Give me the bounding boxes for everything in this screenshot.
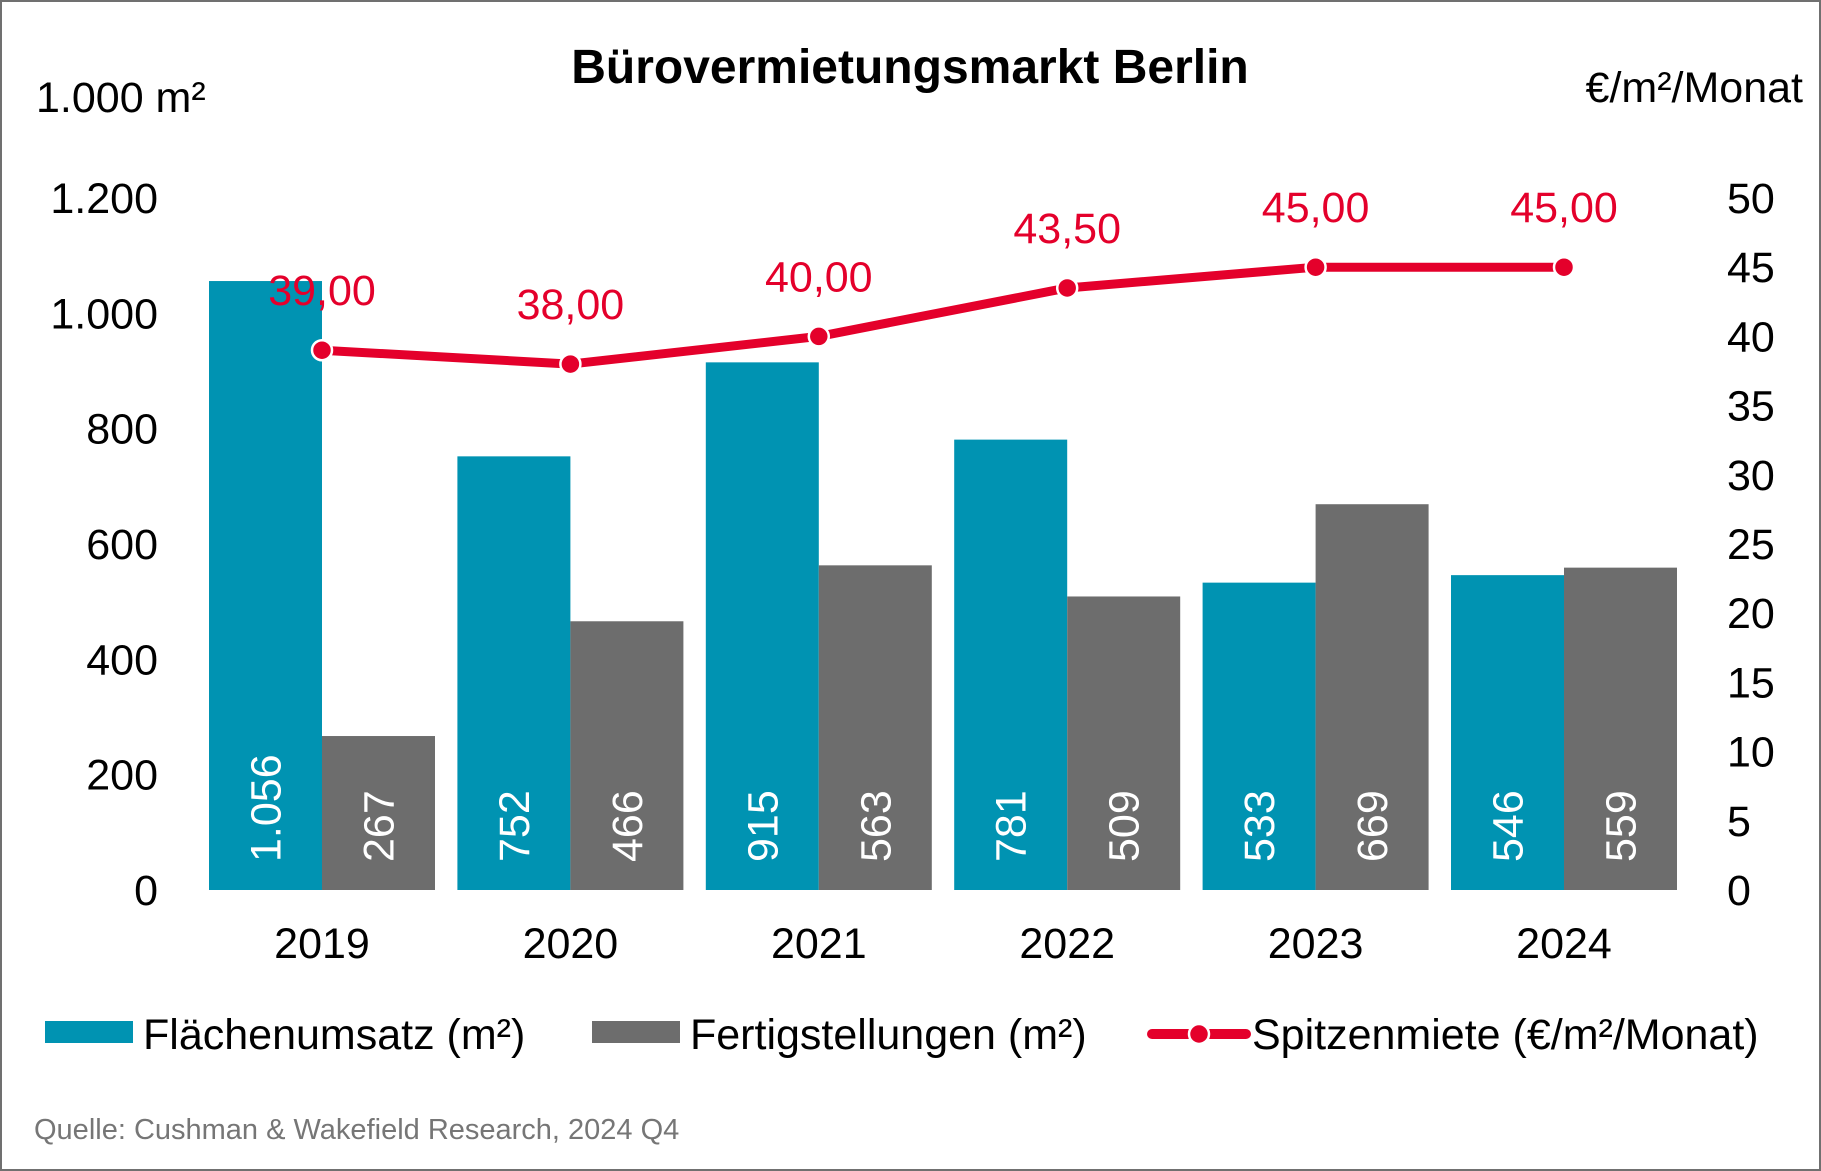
y-tick-label: 400 — [86, 636, 158, 684]
y2-axis-label: €/m²/Monat — [1586, 64, 1804, 112]
bar-data-label: 563 — [852, 790, 900, 862]
bar-fertigstellungen — [570, 621, 684, 890]
bar-data-label: 669 — [1349, 790, 1397, 862]
legend-label-fertigstellungen: Fertigstellungen (m²) — [690, 1011, 1087, 1059]
bar-flaechenumsatz — [1202, 582, 1316, 890]
bar-data-label: 915 — [739, 790, 787, 862]
bar-data-label: 559 — [1598, 790, 1646, 862]
legend: Flächenumsatz (m²) Fertigstellungen (m²) S… — [45, 1011, 1759, 1059]
bar-data-label: 546 — [1485, 790, 1533, 862]
x-tick-label: 2022 — [1019, 920, 1115, 968]
bar-fertigstellungen — [1067, 596, 1181, 890]
bar-flaechenumsatz — [1451, 575, 1564, 890]
line-marker — [1552, 255, 1576, 279]
x-tick-label: 2023 — [1268, 920, 1364, 968]
y-tick-label: 1.000 — [50, 290, 158, 338]
legend-swatch-spitzenmiete-marker — [1187, 1022, 1211, 1046]
line-data-label: 45,00 — [1510, 184, 1618, 232]
bar-flaechenumsatz — [705, 362, 819, 891]
bar-flaechenumsatz — [209, 281, 322, 890]
line-data-label: 43,50 — [1013, 205, 1121, 253]
y2-tick-label: 35 — [1727, 383, 1775, 431]
bar-data-label: 781 — [988, 790, 1036, 862]
line-series: 39,00 38,00 40,00 43,50 45,00 45,00 — [268, 184, 1618, 376]
y2-tick-label: 25 — [1727, 521, 1775, 569]
y2-tick-label: 15 — [1727, 659, 1775, 707]
x-tick-label: 2021 — [771, 920, 867, 968]
line-marker — [807, 325, 831, 348]
y2-tick-label: 50 — [1727, 175, 1775, 223]
bar-flaechenumsatz — [954, 439, 1068, 890]
y-tick-label: 1.200 — [50, 175, 158, 223]
line-marker — [1304, 255, 1327, 279]
bar-fertigstellungen — [1564, 567, 1677, 890]
y-tick-label: 0 — [134, 867, 158, 915]
line-marker — [310, 338, 334, 362]
y-tick-label: 600 — [86, 521, 158, 569]
y2-tick-label: 0 — [1727, 867, 1751, 915]
x-tick-label: 2020 — [523, 920, 619, 968]
bar-data-label: 466 — [604, 790, 652, 862]
line-data-label: 39,00 — [268, 267, 376, 315]
bar-data-label: 1.056 — [243, 754, 291, 862]
bar-data-label: 267 — [356, 790, 404, 862]
bar-fertigstellungen — [322, 736, 435, 890]
x-axis-ticks: 2019 2020 2021 2022 2023 2024 — [274, 920, 1612, 968]
legend-label-flaechenumsatz: Flächenumsatz (m²) — [143, 1011, 525, 1059]
line-path — [321, 262, 1564, 369]
y2-tick-label: 30 — [1727, 452, 1775, 500]
bar-labels: 1.056 267 752 466 915 563 781 509 533 669 546 559 — [243, 754, 1646, 862]
y-axis-ticks: 0 200 400 600 800 1.000 1.200 — [50, 175, 158, 915]
x-tick-label: 2024 — [1516, 920, 1612, 968]
x-tick-label: 2019 — [274, 920, 370, 968]
bar-fertigstellungen — [818, 565, 932, 890]
bar-fertigstellungen — [1315, 504, 1429, 890]
y2-axis-ticks: 0 5 10 15 20 25 30 35 40 45 50 — [1727, 175, 1775, 915]
legend-swatch-flaechenumsatz — [45, 1021, 133, 1043]
bars — [209, 281, 1677, 891]
y2-tick-label: 45 — [1727, 244, 1775, 292]
chart-title: Bürovermietungsmarkt Berlin — [571, 41, 1249, 94]
y-tick-label: 200 — [86, 752, 158, 800]
line-data-label: 38,00 — [517, 281, 625, 329]
y2-tick-label: 10 — [1727, 729, 1775, 777]
y-tick-label: 800 — [86, 406, 158, 454]
bar-data-label: 509 — [1101, 790, 1149, 862]
y2-tick-label: 40 — [1727, 313, 1775, 361]
bar-data-label: 533 — [1236, 790, 1284, 862]
legend-label-spitzenmiete: Spitzenmiete (€/m²/Monat) — [1252, 1011, 1759, 1059]
y2-tick-label: 5 — [1727, 798, 1751, 846]
line-data-label: 40,00 — [765, 253, 873, 301]
source-note: Quelle: Cushman & Wakefield Research, 20… — [34, 1114, 679, 1146]
line-data-label: 45,00 — [1262, 184, 1370, 232]
line-marker — [1055, 276, 1079, 300]
line-marker — [559, 352, 582, 376]
bar-flaechenumsatz — [457, 456, 571, 890]
legend-swatch-fertigstellungen — [592, 1021, 680, 1043]
bar-data-label: 752 — [491, 790, 539, 862]
y-axis-label: 1.000 m² — [36, 74, 206, 122]
y2-tick-label: 20 — [1727, 590, 1775, 638]
